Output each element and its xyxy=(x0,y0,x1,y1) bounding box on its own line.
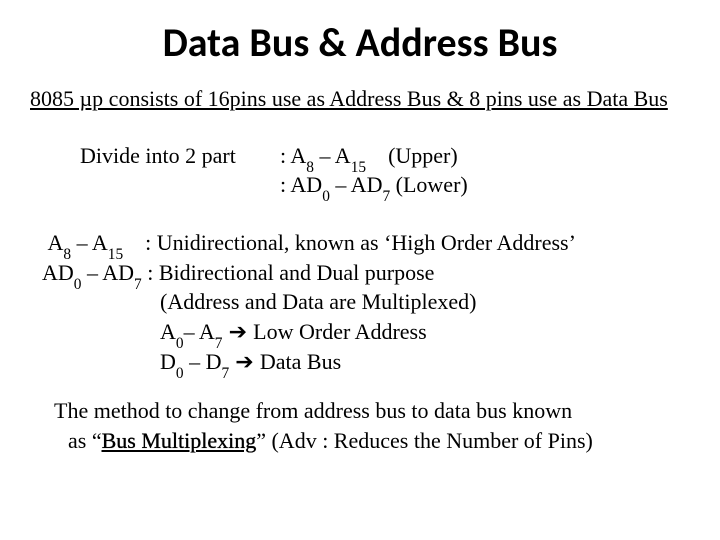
detail-line-2: AD0 – AD7 : Bidirectional and Dual purpo… xyxy=(30,258,690,288)
d4b: – A xyxy=(184,319,215,344)
d4c: Low Order Address xyxy=(253,319,427,344)
upper-mid: – A xyxy=(314,143,351,168)
divide-row: Divide into 2 part : A8 – A15 (Upper) : … xyxy=(30,141,690,200)
closing-2a: as “ xyxy=(68,428,102,453)
d1s1: 8 xyxy=(63,246,71,263)
detail-line-5: D0 – D7 ➔ Data Bus xyxy=(30,347,690,377)
d5b: – D xyxy=(184,349,222,374)
upper-suffix: (Upper) xyxy=(366,143,458,168)
upper-sub2: 15 xyxy=(351,159,366,176)
closing-block: The method to change from address bus to… xyxy=(30,396,690,455)
slide-title: Data Bus & Address Bus xyxy=(30,18,690,67)
d1a: A xyxy=(42,230,63,255)
arrow-icon: ➔ xyxy=(229,349,260,374)
upper-sub1: 8 xyxy=(306,159,314,176)
d2s2: 7 xyxy=(134,276,142,293)
d2b: – AD xyxy=(81,260,134,285)
bus-multiplexing-term: Bus Multiplexing xyxy=(102,428,257,453)
lower-part: : AD0 – AD7 (Lower) xyxy=(280,170,690,200)
detail-block: A8 – A15 : Unidirectional, known as ‘Hig… xyxy=(30,228,690,376)
upper-prefix: : A xyxy=(280,143,306,168)
arrow-icon: ➔ xyxy=(222,319,253,344)
divide-parts: : A8 – A15 (Upper) : AD0 – AD7 (Lower) xyxy=(280,141,690,200)
detail-line-4: A0– A7 ➔ Low Order Address xyxy=(30,317,690,347)
lower-sub1: 0 xyxy=(322,188,330,205)
lower-prefix: : AD xyxy=(280,172,322,197)
d2s1: 0 xyxy=(74,276,82,293)
d4a: A xyxy=(160,319,176,344)
d2a: AD xyxy=(42,260,74,285)
d5c: Data Bus xyxy=(260,349,341,374)
closing-line-1: The method to change from address bus to… xyxy=(54,396,680,426)
detail-line-3: (Address and Data are Multiplexed) xyxy=(30,287,690,317)
slide: Data Bus & Address Bus 8085 µp consists … xyxy=(0,0,720,540)
d5s2: 7 xyxy=(221,365,229,382)
detail-line-1: A8 – A15 : Unidirectional, known as ‘Hig… xyxy=(30,228,690,258)
d2c: : Bidirectional and Dual purpose xyxy=(142,260,435,285)
d4s1: 0 xyxy=(176,335,184,352)
upper-part: : A8 – A15 (Upper) xyxy=(280,141,690,171)
d1s2: 15 xyxy=(108,246,123,263)
divide-label: Divide into 2 part xyxy=(30,141,280,200)
intro-text: 8085 µp consists of 16pins use as Addres… xyxy=(30,85,690,113)
closing-2b: ” (Adv : Reduces the Number of Pins) xyxy=(256,428,593,453)
closing-line-2: as “Bus Multiplexing” (Adv : Reduces the… xyxy=(54,426,680,456)
d5a: D xyxy=(160,349,176,374)
d4s2: 7 xyxy=(215,335,223,352)
lower-sub2: 7 xyxy=(382,188,390,205)
lower-suffix: (Lower) xyxy=(390,172,468,197)
d1b: – A xyxy=(71,230,108,255)
d1c: : Unidirectional, known as ‘High Order A… xyxy=(123,230,576,255)
d5s1: 0 xyxy=(176,365,184,382)
